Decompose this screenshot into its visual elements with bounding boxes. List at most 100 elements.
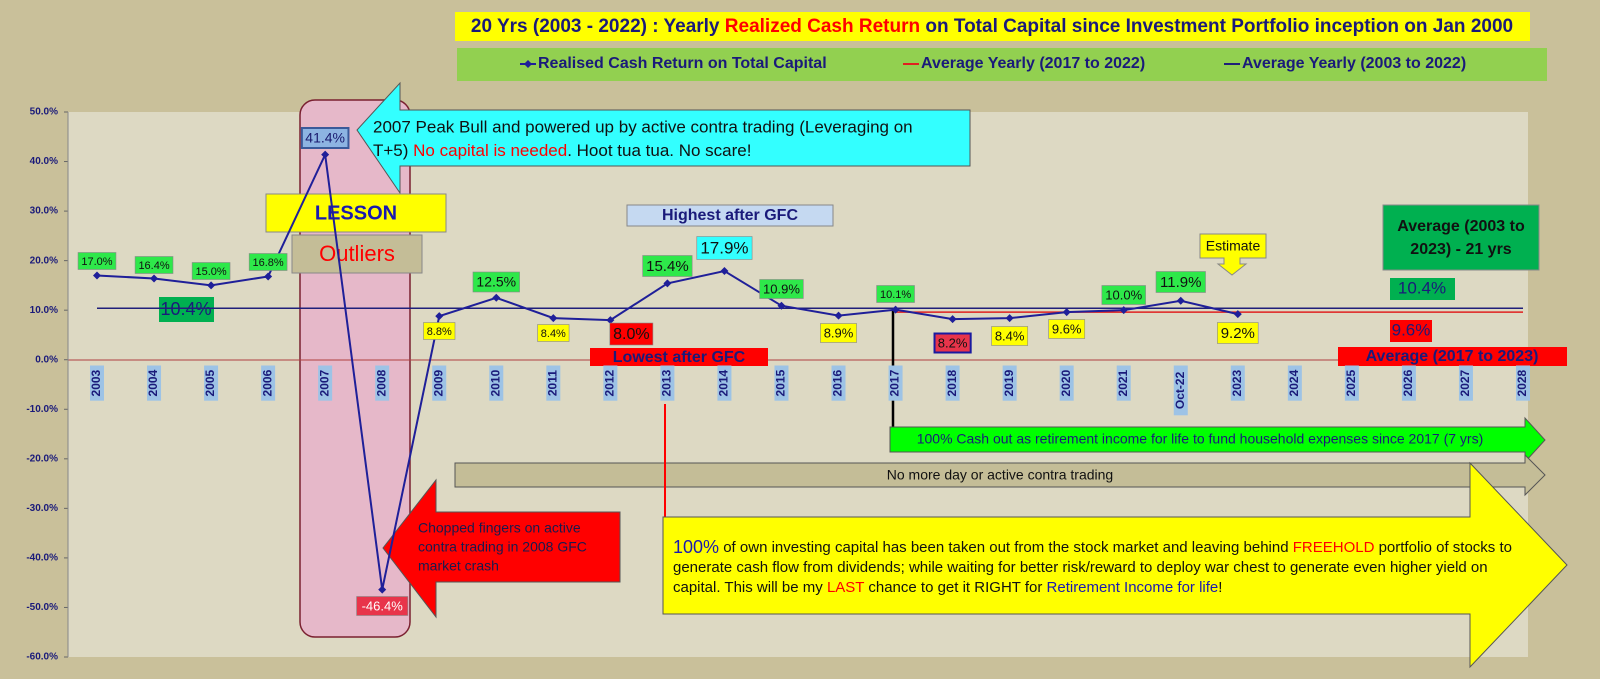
x-tick-box xyxy=(546,365,561,401)
freehold-part: 100% xyxy=(673,537,719,557)
x-tick-label: 2018 xyxy=(945,369,959,396)
x-tick-box xyxy=(831,365,846,401)
data-label-box xyxy=(356,596,409,616)
x-tick-box xyxy=(432,365,447,401)
x-tick-box xyxy=(318,365,333,401)
data-label: 41.4% xyxy=(305,130,345,146)
x-tick-box xyxy=(1516,365,1530,401)
x-tick-label: Oct-22 xyxy=(1173,371,1187,409)
y-tick-label: -20.0% xyxy=(26,453,58,464)
data-label-box xyxy=(537,324,570,342)
data-point xyxy=(93,271,101,280)
x-tick-label: 2008 xyxy=(374,369,388,396)
peak-part: No capital is needed xyxy=(413,141,567,160)
chopped-text: contra trading in 2008 GFC xyxy=(418,539,587,555)
data-label: 17.9% xyxy=(700,238,748,257)
x-tick-box xyxy=(1173,365,1188,416)
data-point xyxy=(663,279,672,288)
cash-out: 100% Cash out as retirement income for l… xyxy=(917,431,1484,447)
data-point xyxy=(891,305,900,314)
data-label-box xyxy=(77,252,117,270)
x-tick-label: 2014 xyxy=(717,369,731,396)
data-label-box xyxy=(134,256,174,274)
freehold-part: ! xyxy=(1218,579,1222,596)
data-label: 8.9% xyxy=(824,325,854,340)
x-tick-label: 2028 xyxy=(1515,369,1529,396)
avg-label: 10.4% xyxy=(1398,278,1446,297)
chart-title: 20 Yrs (2003 - 2022) : Yearly Realized C… xyxy=(471,16,1513,37)
title-part: on Total Capital since Investment Portfo… xyxy=(920,16,1513,37)
x-tick-box xyxy=(1287,365,1302,401)
x-tick-box xyxy=(1230,365,1245,401)
x-tick-box xyxy=(774,365,789,401)
data-label: 8.2% xyxy=(938,335,968,350)
x-tick-box xyxy=(717,365,732,401)
avg-label-box xyxy=(1390,278,1455,300)
avg-recent-box xyxy=(1390,320,1432,342)
data-point xyxy=(435,312,444,321)
data-point xyxy=(777,301,786,310)
data-label: 11.9% xyxy=(1160,274,1201,291)
y-tick-label: -50.0% xyxy=(26,602,58,613)
data-label: -46.4% xyxy=(362,598,404,613)
outliers: Outliers xyxy=(319,241,395,266)
x-tick-label: 2016 xyxy=(831,369,845,396)
data-label-box xyxy=(191,262,231,280)
x-tick-box xyxy=(660,365,675,401)
avg-recent-name: Average (2017 to 2023) xyxy=(1366,348,1539,365)
x-tick-box xyxy=(1344,365,1359,401)
lowest: Lowest after GFC xyxy=(613,349,746,366)
freehold-text: capital. This will be my LAST chance to … xyxy=(673,579,1222,596)
y-tick-label: 30.0% xyxy=(30,206,58,217)
data-label: 17.0% xyxy=(81,256,112,268)
x-tick-box xyxy=(261,365,276,401)
x-tick-box xyxy=(888,365,903,401)
data-point xyxy=(150,274,159,283)
freehold-part: FREEHOLD xyxy=(1293,539,1375,556)
avg-box-text: Average (2003 to xyxy=(1397,218,1525,235)
data-label-box xyxy=(300,127,350,149)
x-tick-label: 2013 xyxy=(660,369,674,396)
freehold-part: chance to get it RIGHT for xyxy=(864,579,1046,596)
data-point xyxy=(321,150,330,159)
data-point xyxy=(834,311,843,320)
data-label-box xyxy=(1048,319,1086,339)
freehold-part: portfolio of stocks to xyxy=(1374,539,1512,556)
outlier-band xyxy=(299,99,411,638)
lesson: LESSON xyxy=(315,202,397,224)
freehold-part: Retirement Income for life xyxy=(1047,579,1219,596)
chopped-text: Chopped fingers on active xyxy=(418,520,581,536)
highest-box xyxy=(626,204,834,227)
avg-recent: 9.6% xyxy=(1392,320,1431,339)
x-tick-box xyxy=(1059,365,1074,401)
data-point xyxy=(1176,296,1185,305)
data-label: 9.2% xyxy=(1221,325,1255,342)
x-tick-label: 2003 xyxy=(89,369,103,396)
y-tick-label: 50.0% xyxy=(30,107,58,118)
data-point xyxy=(207,281,216,290)
data-label-box xyxy=(609,322,654,346)
data-label: 15.0% xyxy=(195,266,226,278)
x-tick-box xyxy=(147,365,162,401)
x-tick-box xyxy=(1458,365,1473,401)
data-label-box xyxy=(933,332,972,354)
y-tick-label: -40.0% xyxy=(26,553,58,564)
x-tick-box xyxy=(489,365,504,401)
x-tick-label: 2019 xyxy=(1002,369,1016,396)
avg-box-text: 2023) - 21 yrs xyxy=(1410,241,1512,258)
legend-entries: Realised Cash Return on Total Capital Ave… xyxy=(520,55,1466,72)
x-tick-label: 2007 xyxy=(317,369,331,396)
legend-label: Average Yearly (2017 to 2022) xyxy=(921,55,1145,72)
x-tick-box xyxy=(1401,365,1416,401)
legend-label: Average Yearly (2003 to 2022) xyxy=(1242,55,1466,72)
data-label-box xyxy=(1155,271,1206,293)
x-tick-label: 2011 xyxy=(545,370,559,396)
freehold-arrow xyxy=(662,461,1568,669)
data-label: 10.9% xyxy=(763,281,800,296)
x-tick-label: 2010 xyxy=(488,369,502,396)
no-trading: No more day or active contra trading xyxy=(887,467,1113,483)
freehold-part: of own investing capital has been taken … xyxy=(719,539,1293,556)
data-point xyxy=(549,314,558,323)
data-label: 15.4% xyxy=(646,258,689,275)
chopped-arrow xyxy=(382,478,621,619)
